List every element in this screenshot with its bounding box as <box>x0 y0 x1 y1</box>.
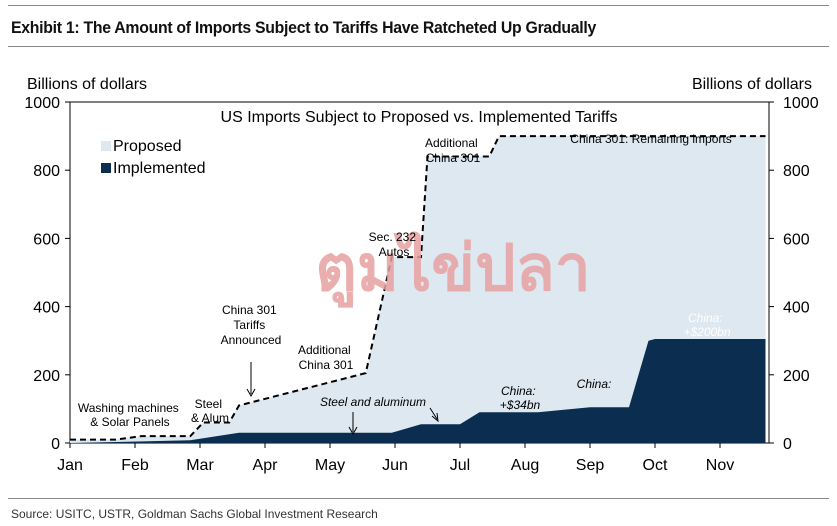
header-rule <box>8 46 829 47</box>
y-tick-label-right-800: 800 <box>783 163 810 180</box>
arrowhead-steel-and-aluminum-2 <box>431 412 439 423</box>
y-tick-label-right-200: 200 <box>783 368 810 385</box>
x-tick-label-may: May <box>315 457 345 474</box>
arrowhead-china-301-announced <box>246 388 256 398</box>
y-tick-label-right-0: 0 <box>783 436 792 453</box>
exhibit-title: Exhibit 1: The Amount of Imports Subject… <box>11 18 596 37</box>
x-tick-label-feb: Feb <box>121 457 149 474</box>
y-axis-label-left: Billions of dollars <box>27 76 147 93</box>
top-rule <box>8 5 829 6</box>
y-tick-label-left-800: 800 <box>33 163 60 180</box>
source-note: Source: USITC, USTR, Goldman Sachs Globa… <box>11 507 378 521</box>
arrowhead-steel-and-aluminum-1 <box>348 426 358 436</box>
annotation-china-301-remaining: China 301: Remaining imports <box>570 132 731 146</box>
y-tick-label-right-1000: 1000 <box>783 95 819 112</box>
annotation-sec-232-autos: Sec. 232 Autos <box>369 230 420 259</box>
annotation-additional-china-301-b: Additional China 301 <box>425 136 481 165</box>
arrow-steel-and-aluminum-2 <box>429 407 438 420</box>
legend-label-implemented: Implemented <box>113 160 206 177</box>
y-tick-label-right-600: 600 <box>783 231 810 248</box>
x-tick-label-oct: Oct <box>643 457 668 474</box>
x-tick-label-nov: Nov <box>706 457 734 474</box>
y-tick-label-left-200: 200 <box>33 368 60 385</box>
annotation-steel-and-aluminum: Steel and aluminum <box>320 395 426 409</box>
legend-swatch-proposed <box>101 141 111 151</box>
x-tick-label-jun: Jun <box>382 457 408 474</box>
y-tick-label-right-400: 400 <box>783 300 810 317</box>
implemented-area <box>70 338 766 443</box>
annotation-additional-china-301-a: Additional China 301 <box>298 343 354 372</box>
footer-rule <box>8 498 829 499</box>
x-tick-label-jan: Jan <box>57 457 83 474</box>
x-tick-label-apr: Apr <box>253 457 279 474</box>
y-axis-label-right: Billions of dollars <box>692 76 812 93</box>
x-tick-label-mar: Mar <box>186 457 214 474</box>
annotation-china-200bn: China: +$200bn <box>683 311 730 339</box>
chart-title: US Imports Subject to Proposed vs. Imple… <box>221 109 618 126</box>
watermark: ตูมไข่ปลา <box>315 231 590 308</box>
annotation-china-301-announced: China 301 Tariffs Announced <box>221 303 282 347</box>
y-tick-label-left-600: 600 <box>33 231 60 248</box>
y-tick-label-left-400: 400 <box>33 300 60 317</box>
annotation-china-34bn: China: +$34bn <box>500 384 541 412</box>
legend-label-proposed: Proposed <box>113 138 182 155</box>
legend-swatch-implemented <box>101 163 111 173</box>
x-tick-label-sep: Sep <box>576 457 605 474</box>
proposed-area <box>70 136 766 443</box>
annotation-china: China: <box>577 377 612 391</box>
annotation-washing-machines: Washing machines & Solar Panels <box>78 401 182 429</box>
annotation-steel-alum: Steel & Alum <box>191 397 229 425</box>
x-tick-label-jul: Jul <box>450 457 470 474</box>
y-tick-label-left-1000: 1000 <box>24 95 60 112</box>
y-tick-label-left-0: 0 <box>51 436 60 453</box>
proposed-series-line <box>70 135 766 441</box>
x-tick-label-aug: Aug <box>511 457 539 474</box>
chart: 0 0 200 200 400 400 600 600 800 800 1000 1000 Jan Feb… <box>24 76 819 474</box>
